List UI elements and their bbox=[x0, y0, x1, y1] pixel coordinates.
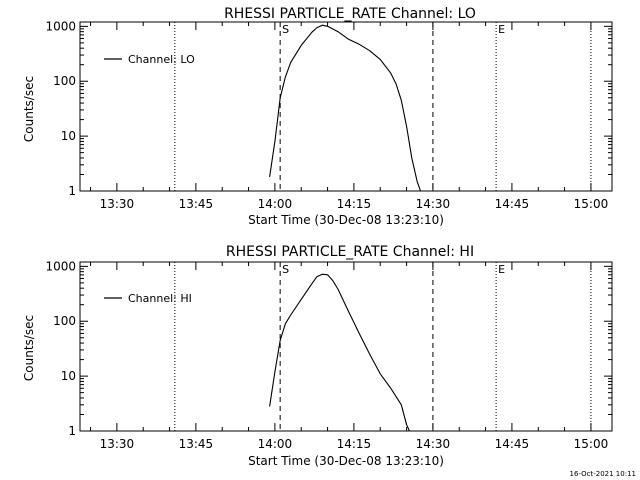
x-tick-label: 13:30 bbox=[100, 437, 135, 451]
series-line bbox=[269, 24, 422, 191]
footer-timestamp: 16-Oct-2021 10:11 bbox=[570, 470, 636, 478]
chart-title: RHESSI PARTICLE_RATE Channel: HI bbox=[226, 244, 474, 260]
x-tick-label: 14:45 bbox=[495, 437, 530, 451]
marker-label: E bbox=[498, 23, 505, 36]
marker-label: E bbox=[498, 263, 505, 276]
plot-frame bbox=[79, 21, 613, 192]
x-tick-label: 14:15 bbox=[337, 197, 372, 211]
x-tick-label: 14:45 bbox=[495, 197, 530, 211]
x-tick-label: 15:00 bbox=[574, 437, 609, 451]
x-tick-label: 14:30 bbox=[416, 197, 451, 211]
x-tick-label: 13:45 bbox=[179, 437, 214, 451]
series-line bbox=[269, 273, 411, 431]
legend-label: Channel: LO bbox=[128, 53, 195, 66]
y-tick-label: 1000 bbox=[45, 19, 76, 33]
panel-hi: RHESSI PARTICLE_RATE Channel: HI Counts/… bbox=[22, 244, 613, 468]
y-tick-label: 100 bbox=[53, 74, 76, 88]
y-tick-label: 10 bbox=[61, 369, 76, 383]
x-tick-label: 13:45 bbox=[179, 197, 214, 211]
y-axis-label: Counts/sec bbox=[22, 76, 36, 142]
x-axis-label: Start Time (30-Dec-08 13:23:10) bbox=[248, 454, 444, 468]
marker-label: S bbox=[282, 263, 289, 276]
x-tick-label: 14:00 bbox=[258, 197, 293, 211]
x-tick-label: 13:30 bbox=[100, 197, 135, 211]
y-tick-label: 10 bbox=[61, 129, 76, 143]
y-tick-label: 1000 bbox=[45, 259, 76, 273]
x-tick-label: 14:00 bbox=[258, 437, 293, 451]
y-axis-label: Counts/sec bbox=[22, 315, 36, 381]
legend-label: Channel: HI bbox=[128, 292, 192, 305]
marker-label: S bbox=[282, 23, 289, 36]
x-axis-label: Start Time (30-Dec-08 13:23:10) bbox=[248, 213, 444, 227]
chart-title: RHESSI PARTICLE_RATE Channel: LO bbox=[224, 6, 476, 22]
x-tick-label: 14:30 bbox=[416, 437, 451, 451]
x-tick-label: 15:00 bbox=[574, 197, 609, 211]
x-tick-label: 14:15 bbox=[337, 437, 372, 451]
y-tick-label: 1 bbox=[68, 424, 76, 438]
y-tick-label: 1 bbox=[68, 184, 76, 198]
y-tick-label: 100 bbox=[53, 314, 76, 328]
plot-frame bbox=[79, 261, 613, 432]
panel-lo: RHESSI PARTICLE_RATE Channel: LO Counts/… bbox=[22, 6, 613, 227]
